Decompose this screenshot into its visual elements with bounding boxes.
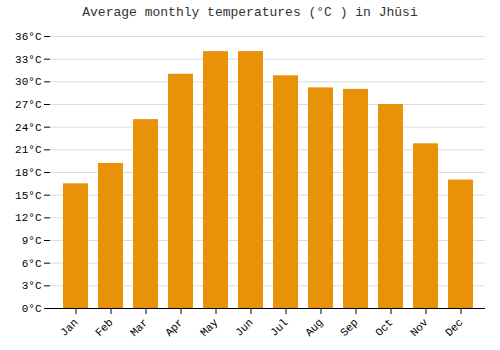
svg-text:Oct: Oct <box>373 316 395 338</box>
html-text:Average monthly temperatures (: Average monthly temperatures (°C ) in Jh… <box>82 5 418 20</box>
svg-text:33°C: 33°C <box>15 54 42 66</box>
svg-text:Jul: Jul <box>268 316 290 338</box>
svg-text:Apr: Apr <box>163 316 185 338</box>
svg-text:30°C: 30°C <box>15 76 42 88</box>
svg-text:Feb: Feb <box>93 316 115 338</box>
svg-text:Jan: Jan <box>58 316 80 338</box>
svg-text:Dec: Dec <box>443 316 465 338</box>
svg-text:Mar: Mar <box>128 316 150 338</box>
svg-text:3°C: 3°C <box>22 280 42 292</box>
svg-text:9°C: 9°C <box>22 235 42 247</box>
svg-text:27°C: 27°C <box>15 99 42 111</box>
svg-text:12°C: 12°C <box>15 212 42 224</box>
svg-text:15°C: 15°C <box>15 190 42 202</box>
svg-text:Nov: Nov <box>408 316 431 339</box>
svg-text:18°C: 18°C <box>15 167 42 179</box>
svg-text:36°C: 36°C <box>15 31 42 43</box>
svg-text:0°C: 0°C <box>22 303 42 315</box>
svg-text:Jun: Jun <box>233 316 255 338</box>
svg-text:24°C: 24°C <box>15 122 42 134</box>
svg-text:Sep: Sep <box>338 316 360 338</box>
svg-text:Aug: Aug <box>303 316 325 338</box>
svg-text:May: May <box>198 316 221 339</box>
svg-text:6°C: 6°C <box>22 258 42 270</box>
svg-text:21°C: 21°C <box>15 144 42 156</box>
